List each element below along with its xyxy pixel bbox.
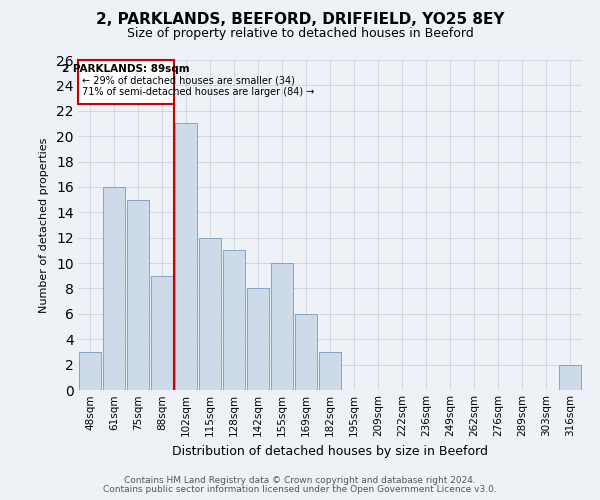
FancyBboxPatch shape xyxy=(78,60,174,104)
Text: Contains public sector information licensed under the Open Government Licence v3: Contains public sector information licen… xyxy=(103,485,497,494)
Bar xyxy=(103,187,125,390)
Bar xyxy=(271,263,293,390)
Text: Size of property relative to detached houses in Beeford: Size of property relative to detached ho… xyxy=(127,28,473,40)
Y-axis label: Number of detached properties: Number of detached properties xyxy=(39,138,49,312)
Text: 71% of semi-detached houses are larger (84) →: 71% of semi-detached houses are larger (… xyxy=(82,86,314,97)
Bar xyxy=(127,200,149,390)
Text: 2 PARKLANDS: 89sqm: 2 PARKLANDS: 89sqm xyxy=(62,64,190,74)
Text: 2, PARKLANDS, BEEFORD, DRIFFIELD, YO25 8EY: 2, PARKLANDS, BEEFORD, DRIFFIELD, YO25 8… xyxy=(96,12,504,28)
Bar xyxy=(247,288,269,390)
Bar xyxy=(319,352,341,390)
Bar xyxy=(295,314,317,390)
Text: Contains HM Land Registry data © Crown copyright and database right 2024.: Contains HM Land Registry data © Crown c… xyxy=(124,476,476,485)
Bar xyxy=(175,124,197,390)
Text: ← 29% of detached houses are smaller (34): ← 29% of detached houses are smaller (34… xyxy=(82,75,295,85)
Bar xyxy=(223,250,245,390)
Bar xyxy=(199,238,221,390)
Bar xyxy=(559,364,581,390)
Bar xyxy=(151,276,173,390)
X-axis label: Distribution of detached houses by size in Beeford: Distribution of detached houses by size … xyxy=(172,444,488,458)
Bar xyxy=(79,352,101,390)
